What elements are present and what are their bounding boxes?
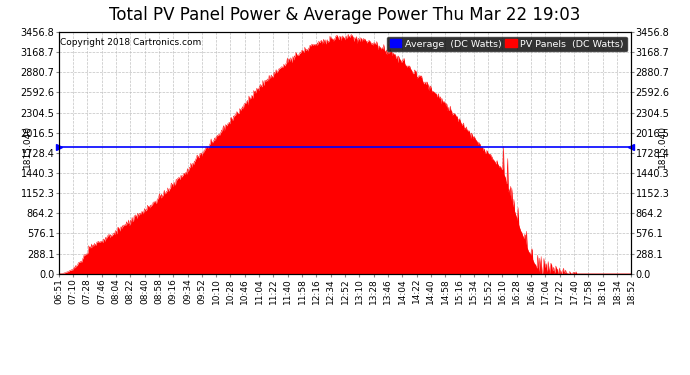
Text: Copyright 2018 Cartronics.com: Copyright 2018 Cartronics.com [60, 38, 201, 47]
Legend: Average  (DC Watts), PV Panels  (DC Watts): Average (DC Watts), PV Panels (DC Watts) [386, 37, 627, 51]
Text: 1815.040: 1815.040 [658, 125, 667, 168]
Text: 1815.040: 1815.040 [23, 125, 32, 168]
Text: Total PV Panel Power & Average Power Thu Mar 22 19:03: Total PV Panel Power & Average Power Thu… [109, 6, 581, 24]
